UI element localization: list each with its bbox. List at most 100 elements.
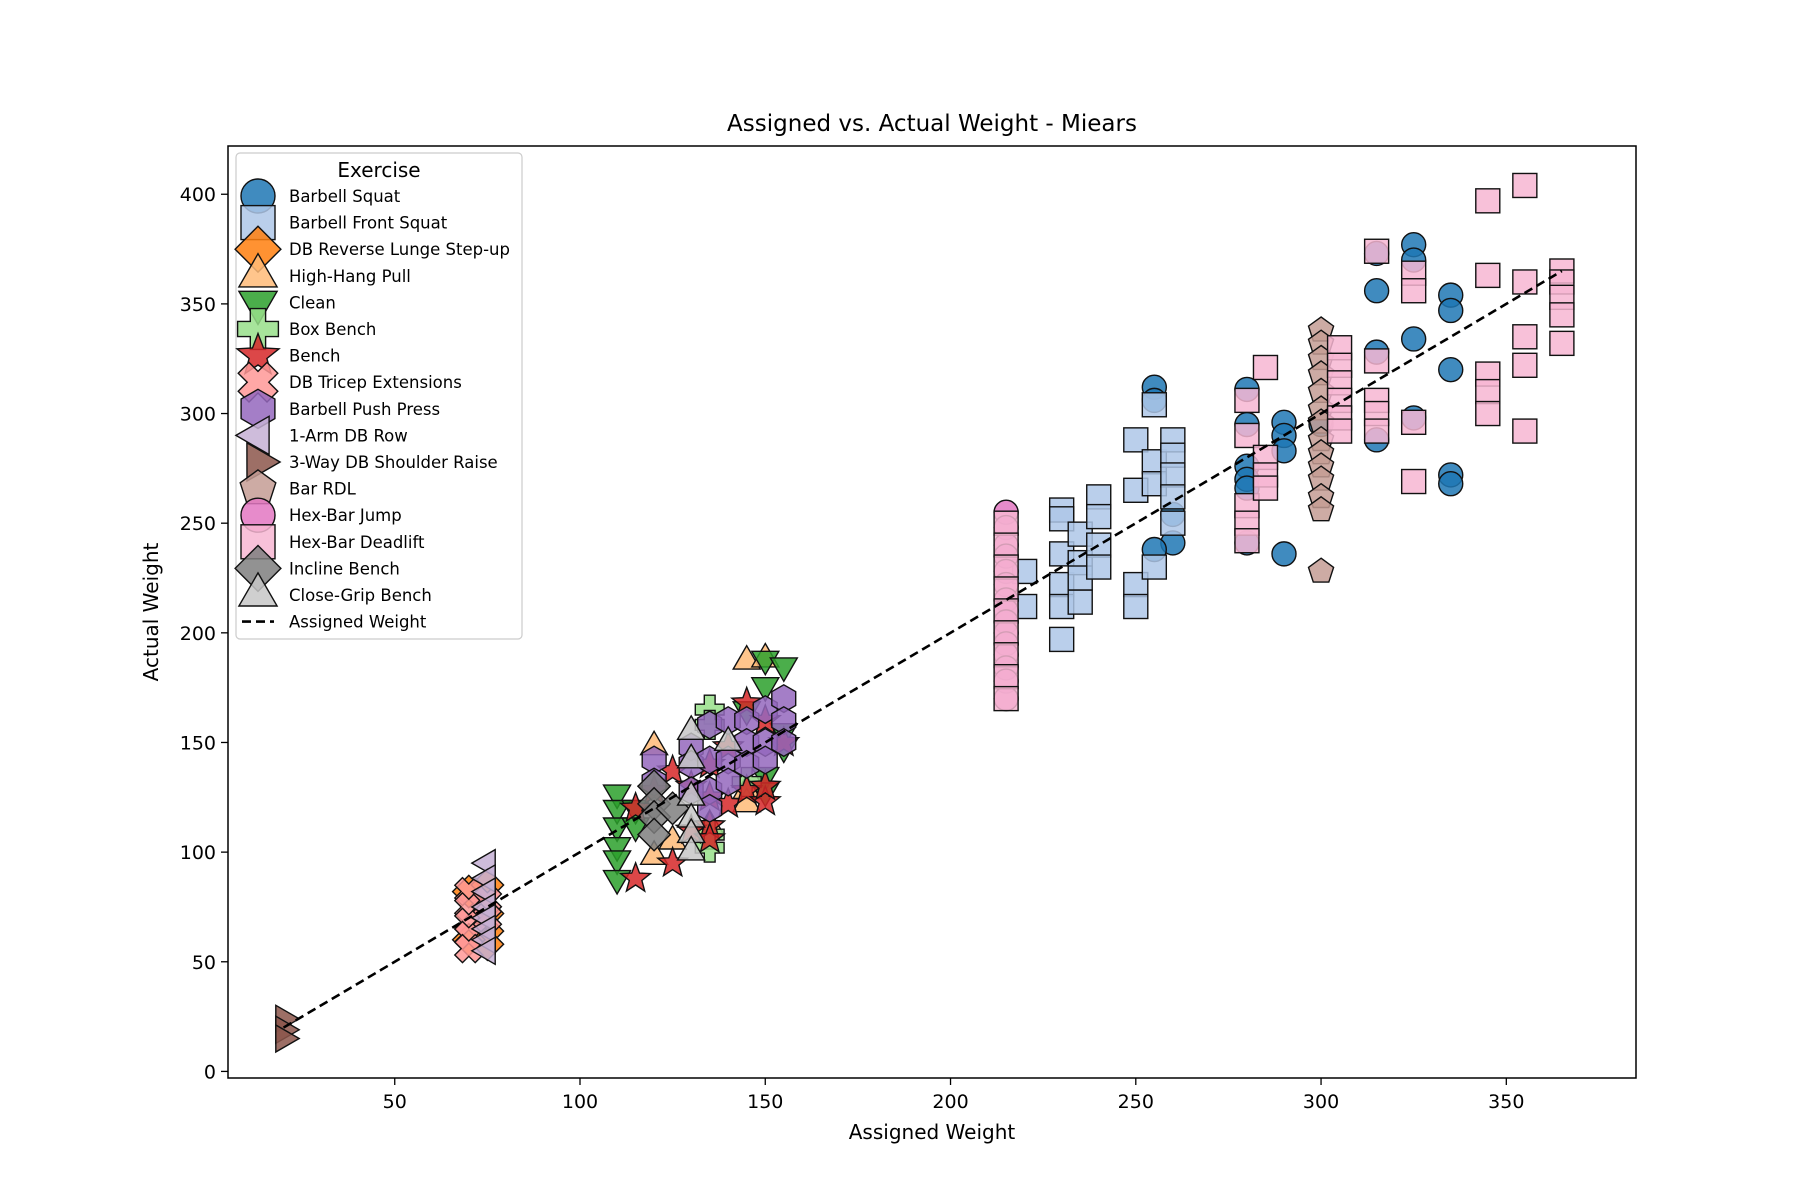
data-point — [1438, 297, 1464, 324]
x-tick-label: 200 — [932, 1091, 968, 1113]
data-point — [1271, 541, 1297, 567]
legend-title: Exercise — [337, 158, 420, 182]
y-tick-label: 200 — [180, 623, 216, 645]
data-point — [1252, 354, 1279, 381]
data-point — [1549, 302, 1575, 328]
data-point — [713, 725, 743, 751]
data-point — [1512, 352, 1538, 378]
series-3-way-db-shoulder-raise — [275, 1004, 301, 1054]
chart-title: Assigned vs. Actual Weight - Miears — [727, 111, 1137, 137]
data-point — [618, 860, 653, 893]
series-1-arm-db-row — [470, 848, 496, 966]
data-point — [750, 650, 781, 677]
data-point — [602, 817, 632, 843]
data-point — [636, 817, 672, 852]
data-point — [1067, 589, 1093, 615]
data-point — [993, 598, 1019, 624]
legend-label: Hex-Bar Deadlift — [289, 533, 425, 552]
data-point — [1326, 418, 1353, 444]
data-point — [1475, 188, 1501, 214]
y-tick-label: 100 — [180, 842, 216, 864]
legend-label: Barbell Front Squat — [289, 214, 448, 233]
x-tick-label: 250 — [1118, 1091, 1154, 1113]
data-point — [1363, 278, 1390, 304]
legend-label: Barbell Squat — [289, 187, 401, 206]
legend-label: Clean — [289, 293, 336, 312]
data-point — [1160, 510, 1186, 536]
data-point — [1438, 356, 1464, 383]
data-point — [676, 714, 706, 740]
y-tick-label: 300 — [180, 404, 216, 426]
y-axis-label: Actual Weight — [139, 543, 163, 682]
data-point — [602, 837, 632, 863]
series-close-grip-bench — [676, 714, 743, 861]
y-tick-label: 0 — [204, 1061, 216, 1083]
data-point — [602, 850, 632, 876]
x-tick-label: 300 — [1303, 1091, 1339, 1113]
legend-label: Barbell Push Press — [289, 400, 440, 419]
series-hex-bar-deadlift — [993, 172, 1575, 712]
x-axis: 50 100 150 200 250 300 350 — [383, 1078, 1524, 1113]
x-tick-label: 350 — [1488, 1091, 1524, 1113]
x-tick-label: 150 — [747, 1091, 783, 1113]
data-point — [1438, 471, 1464, 497]
legend-label: DB Tricep Extensions — [289, 373, 462, 392]
data-point — [993, 685, 1019, 712]
legend-marker — [237, 252, 279, 288]
legend-marker — [235, 331, 281, 376]
legend-label: DB Reverse Lunge Step-up — [289, 240, 510, 259]
data-point — [1512, 269, 1538, 295]
assigned-weight-line — [282, 269, 1563, 1029]
legend-label: Bench — [289, 347, 340, 366]
data-point — [1512, 418, 1538, 444]
legend-label: Hex-Bar Jump — [289, 506, 402, 525]
y-tick-label: 250 — [180, 513, 216, 535]
data-point — [1363, 238, 1390, 264]
data-point — [1512, 324, 1538, 350]
legend-label: Bar RDL — [289, 480, 357, 499]
data-point — [1400, 468, 1427, 495]
data-point — [1549, 330, 1575, 357]
plot-area — [275, 172, 1575, 1054]
y-tick-label: 150 — [180, 732, 216, 754]
data-point — [1512, 172, 1538, 199]
data-point — [993, 510, 1019, 536]
data-point — [750, 677, 781, 703]
legend-label: Assigned Weight — [289, 613, 427, 632]
data-point — [1307, 557, 1335, 583]
legend-label: Box Bench — [289, 320, 376, 339]
x-axis-label: Assigned Weight — [849, 1120, 1016, 1144]
data-point — [993, 620, 1019, 646]
data-point — [1086, 554, 1112, 580]
legend-label: 3-Way DB Shoulder Raise — [289, 453, 498, 472]
data-point — [1141, 554, 1168, 580]
legend-label: Close-Grip Bench — [289, 586, 432, 605]
data-point — [748, 768, 782, 801]
data-point — [470, 936, 496, 966]
y-axis: 0 50 100 150 200 250 300 350 400 — [180, 184, 228, 1083]
data-point — [676, 743, 706, 769]
data-point — [771, 727, 797, 758]
data-point — [1141, 392, 1168, 418]
data-point — [1363, 348, 1390, 374]
data-point — [748, 784, 782, 816]
legend-marker — [234, 415, 270, 456]
series-barbell-front-squat — [1011, 392, 1186, 653]
x-tick-label: 50 — [383, 1091, 407, 1113]
legend-label: Incline Bench — [289, 559, 400, 578]
data-point — [1307, 495, 1335, 522]
y-tick-label: 50 — [192, 952, 216, 974]
y-tick-label: 400 — [180, 184, 216, 206]
data-point — [993, 642, 1019, 668]
data-point — [993, 554, 1019, 580]
data-point — [993, 532, 1019, 558]
data-point — [1123, 427, 1149, 453]
data-point — [1086, 503, 1112, 530]
data-point — [1400, 278, 1427, 304]
data-point — [993, 576, 1019, 602]
legend: Exercise Barbell Squat Barbell Front Squa… — [234, 152, 523, 640]
data-point — [1475, 262, 1501, 289]
data-point — [769, 657, 799, 683]
plot-frame — [227, 145, 1637, 1079]
